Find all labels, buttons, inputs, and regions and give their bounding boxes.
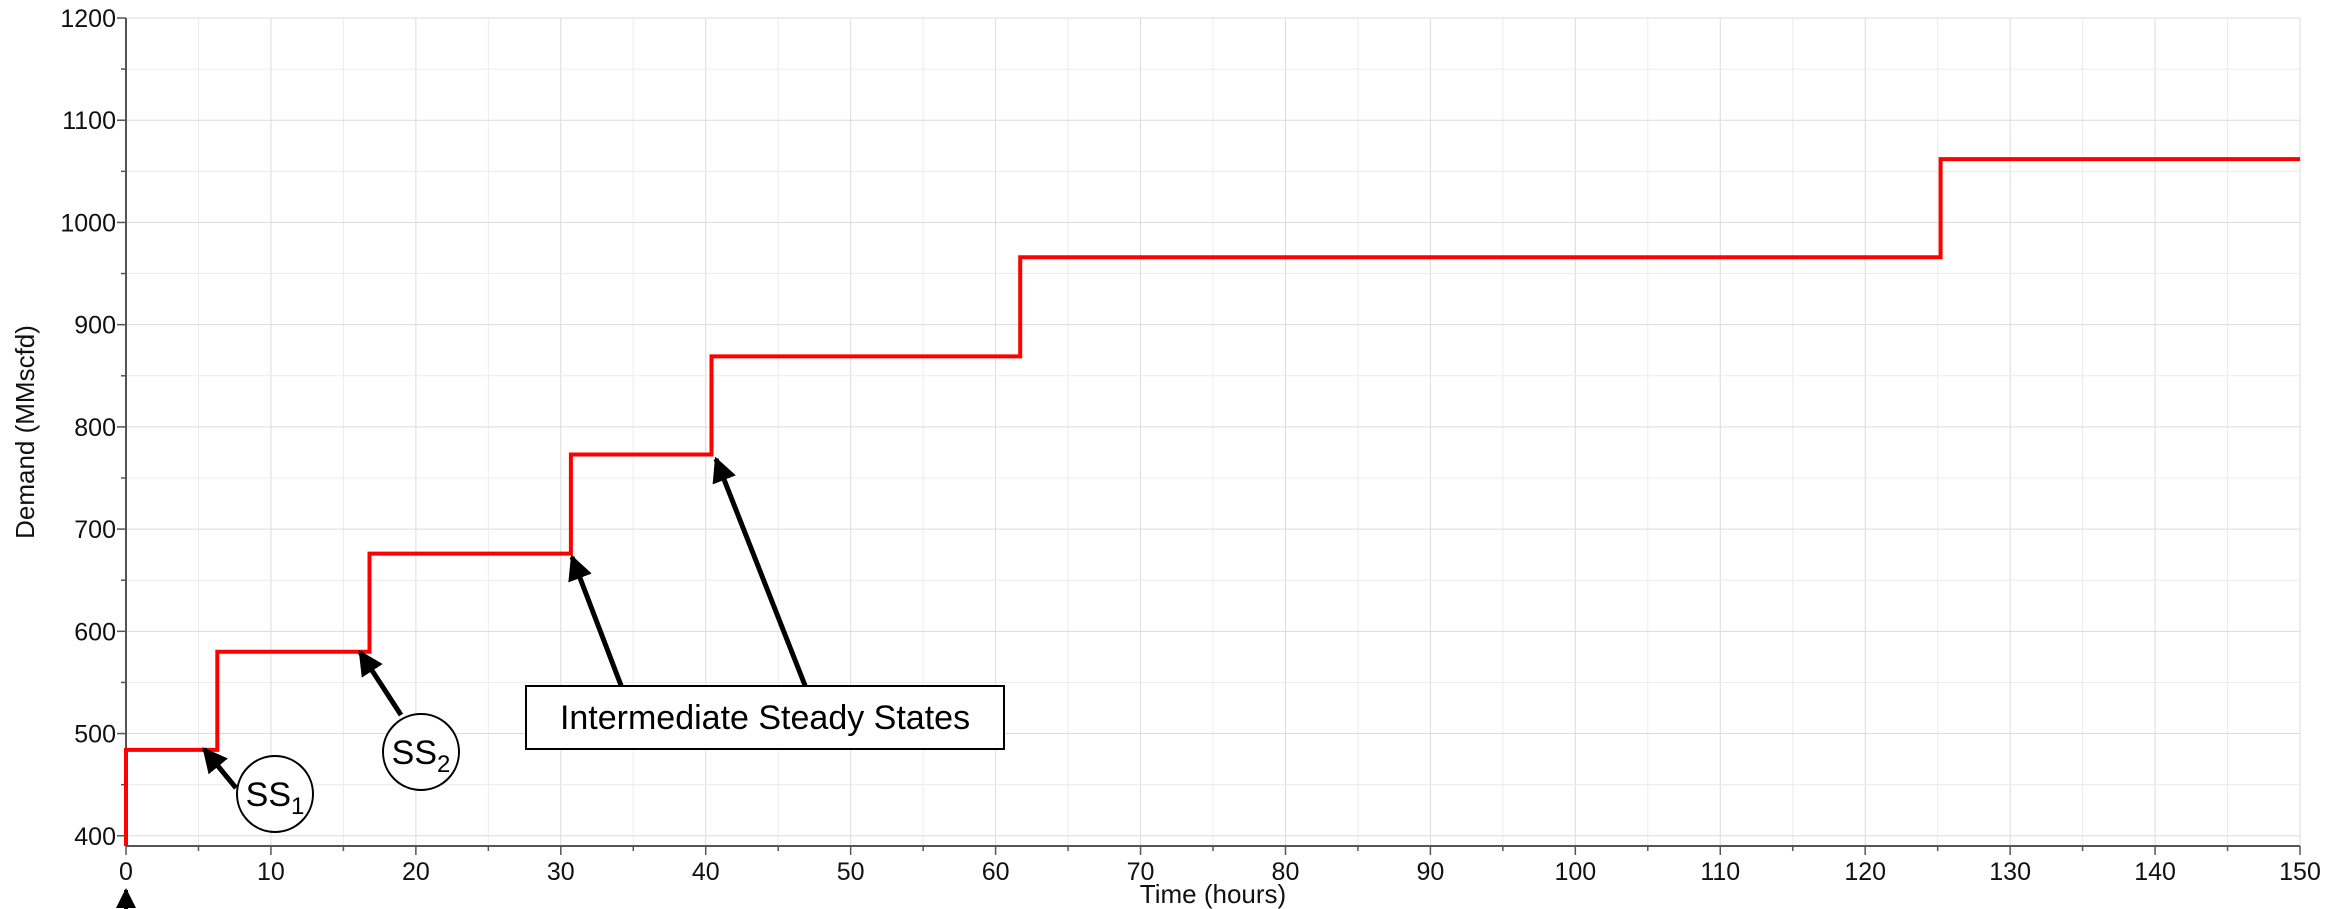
series-line-demand [124, 157, 2300, 846]
y-tick-label: 500 [74, 721, 116, 749]
x-tick-label: 20 [402, 858, 430, 886]
x-tick-label: 50 [837, 858, 865, 886]
y-tick-label: 1000 [60, 209, 116, 237]
x-tick-label: 140 [2134, 858, 2176, 886]
x-tick-label: 120 [1844, 858, 1886, 886]
intermediate-arrow-1 [568, 554, 625, 689]
y-tick-label: 700 [74, 516, 116, 544]
ss1-circle [236, 755, 314, 833]
y-tick-label: 400 [74, 823, 116, 851]
ss2-arrow [357, 649, 404, 717]
ss2-sub: 2 [437, 751, 450, 778]
y-axis-label: Demand (MMscfd) [10, 325, 40, 539]
ss2-circle [382, 713, 460, 791]
x-tick-label: 0 [119, 858, 133, 886]
y-tick-label: 1100 [62, 107, 116, 135]
ss1-base: SS [246, 776, 291, 814]
x-tick-label: 40 [692, 858, 720, 886]
ss1-sub: 1 [291, 793, 304, 820]
x-tick-label: 150 [2279, 858, 2321, 886]
grid [126, 17, 2301, 846]
x-tick-label: 100 [1554, 858, 1596, 886]
ss1-label: SS1 [246, 776, 305, 820]
ss2-label: SS2 [392, 734, 451, 778]
x-tick-label: 130 [1989, 858, 2031, 886]
series-layer [124, 157, 2300, 846]
annotations: SS1 SS2 Intermediate Steady States [116, 456, 1005, 909]
x-tick-label: 110 [1700, 858, 1740, 886]
y-tick-label: 900 [74, 312, 116, 340]
y-tick-label: 800 [74, 414, 116, 442]
x-tick-label: 60 [982, 858, 1010, 886]
ss2-base: SS [392, 734, 437, 772]
x-tick-label: 10 [257, 858, 285, 886]
x-tick-label: 70 [1127, 858, 1155, 886]
axes [117, 17, 2301, 855]
tick-labels: 0 10 20 30 40 50 60 70 80 90 100 110 120 130 140 150 400… [60, 5, 2320, 886]
x-tick-label: 80 [1272, 858, 1300, 886]
intermediate-arrow-2 [712, 456, 809, 689]
x-tick-label: 30 [547, 858, 575, 886]
ss1-arrow [202, 747, 238, 790]
y-tick-label: 600 [74, 618, 116, 646]
intermediate-box [525, 685, 1005, 750]
y-tick-label: 1200 [60, 5, 116, 33]
x-axis-label: Time (hours) [1140, 879, 1286, 909]
intermediate-box-label: Intermediate Steady States [560, 699, 970, 737]
x-tick-label: 90 [1416, 858, 1444, 886]
